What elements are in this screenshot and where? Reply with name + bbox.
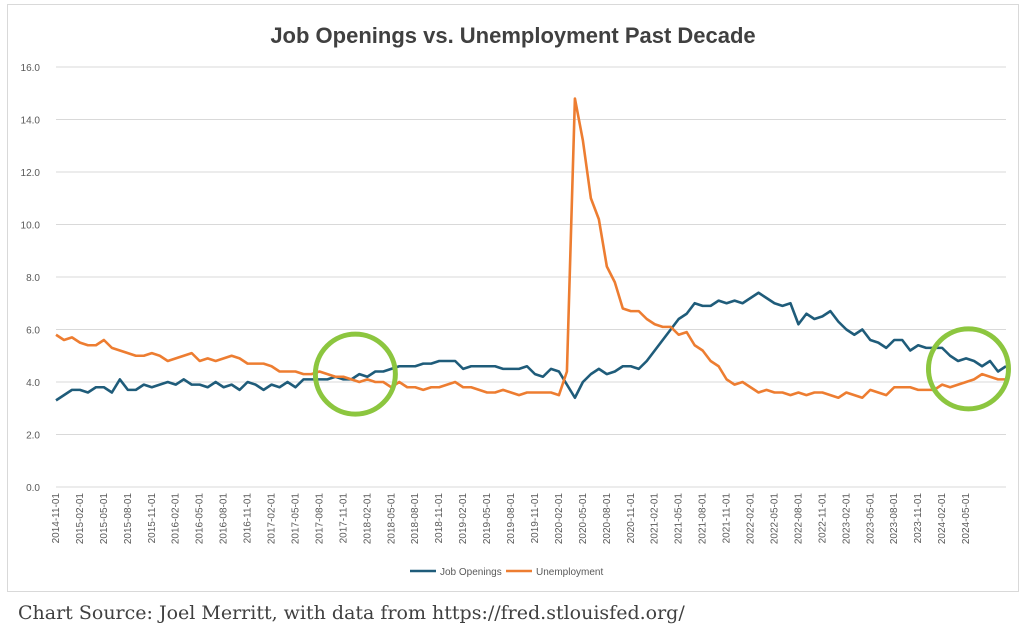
- x-tick-label: 2019-02-01: [458, 493, 469, 545]
- x-tick-label: 2016-05-01: [195, 493, 206, 545]
- series-lines: [55, 97, 1007, 402]
- y-tick-label: 2.0: [26, 431, 40, 442]
- x-tick-label: 2021-05-01: [674, 493, 685, 545]
- highlight-circle: [925, 326, 1011, 412]
- legend-label: Unemployment: [536, 567, 603, 578]
- x-tick-label: 2015-11-01: [147, 493, 158, 544]
- chart-source-note: Chart Source: Joel Merritt, with data fr…: [18, 602, 685, 624]
- x-tick-label: 2023-08-01: [889, 493, 900, 545]
- x-tick-label: 2022-05-01: [769, 493, 780, 545]
- x-tick-label: 2018-11-01: [434, 493, 445, 544]
- x-tick-label: 2019-11-01: [530, 493, 541, 544]
- y-tick-label: 6.0: [26, 326, 40, 337]
- x-tick-label: 2016-11-01: [243, 493, 254, 544]
- highlight-circle: [312, 331, 398, 417]
- y-tick-label: 16.0: [21, 63, 41, 74]
- gridlines: [56, 66, 1006, 488]
- x-tick-label: 2020-11-01: [626, 493, 637, 544]
- x-tick-label: 2024-05-01: [961, 493, 972, 545]
- x-tick-label: 2017-08-01: [314, 493, 325, 545]
- x-tick-label: 2014-11-01: [51, 493, 62, 544]
- x-tick-label: 2015-05-01: [99, 493, 110, 545]
- x-tick-label: 2016-08-01: [219, 493, 230, 545]
- x-tick-label: 2023-02-01: [841, 493, 852, 545]
- x-tick-label: 2020-02-01: [554, 493, 565, 545]
- highlight-circles: [312, 326, 1011, 417]
- x-tick-label: 2017-11-01: [338, 493, 349, 544]
- x-tick-label: 2024-02-01: [937, 493, 948, 545]
- series-line-unemployment: [55, 97, 1006, 400]
- x-axis-ticks: 2014-11-01 2015-02-01 2015-05-01 2015-08-01…: [51, 493, 972, 545]
- x-tick-label: 2022-08-01: [793, 493, 804, 545]
- x-tick-label: 2015-08-01: [123, 493, 134, 545]
- series-line-job-openings: [55, 291, 1007, 402]
- x-tick-label: 2018-08-01: [410, 493, 421, 545]
- x-tick-label: 2020-08-01: [602, 493, 613, 545]
- x-tick-label: 2017-02-01: [267, 493, 278, 545]
- x-tick-label: 2020-05-01: [578, 493, 589, 545]
- x-tick-label: 2021-11-01: [722, 493, 733, 544]
- x-tick-label: 2018-05-01: [386, 493, 397, 545]
- y-tick-label: 14.0: [21, 116, 41, 127]
- y-tick-label: 10.0: [21, 221, 41, 232]
- y-tick-label: 0.0: [26, 483, 40, 494]
- x-tick-label: 2018-02-01: [362, 493, 373, 545]
- chart-title: Job Openings vs. Unemployment Past Decad…: [270, 23, 755, 48]
- x-tick-label: 2021-02-01: [650, 493, 661, 545]
- x-tick-label: 2023-05-01: [865, 493, 876, 545]
- y-tick-label: 8.0: [26, 273, 40, 284]
- y-tick-label: 4.0: [26, 378, 40, 389]
- y-tick-label: 12.0: [21, 168, 41, 179]
- x-tick-label: 2022-02-01: [746, 493, 757, 545]
- x-tick-label: 2022-11-01: [817, 493, 828, 544]
- x-tick-label: 2023-11-01: [913, 493, 924, 544]
- x-tick-label: 2015-02-01: [75, 493, 86, 545]
- x-tick-label: 2017-05-01: [290, 493, 301, 545]
- x-tick-label: 2019-05-01: [482, 493, 493, 545]
- x-tick-label: 2021-08-01: [698, 493, 709, 545]
- x-tick-label: 2019-08-01: [506, 493, 517, 545]
- x-tick-label: 2016-02-01: [171, 493, 182, 545]
- y-axis-ticks: 0.0 2.0 4.0 6.0 8.0 10.0 12.0 14.0 16.0: [21, 63, 41, 494]
- legend: Job Openings Unemployment: [410, 567, 603, 578]
- line-chart: Job Openings vs. Unemployment Past Decad…: [21, 23, 1011, 578]
- chart-frame: Job Openings vs. Unemployment Past Decad…: [7, 4, 1019, 592]
- legend-label: Job Openings: [440, 567, 502, 578]
